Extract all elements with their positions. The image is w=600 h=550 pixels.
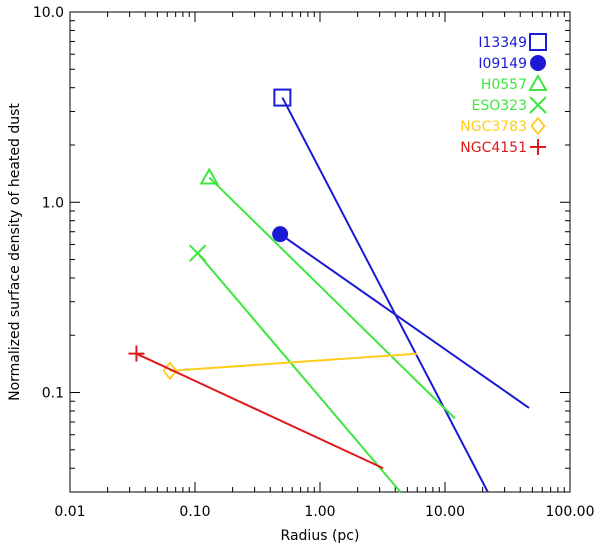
x-axis-label: Radius (pc) [281,528,360,544]
series-line-eso323 [196,252,402,493]
series-line-ngc3783 [169,352,418,372]
legend-label-ngc3783: NGC3783 [460,119,527,135]
x-tick-label: 1.00 [304,504,335,520]
legend-marker-ngc4151 [530,139,546,155]
legend-marker-eso323 [529,96,547,114]
series-line-i09149 [279,233,530,409]
series-line-ngc4151 [136,352,384,470]
y-axis-label: Normalized surface density of heated dus… [7,103,23,401]
x-tick-label: 0.01 [54,504,85,520]
series-marker-ngc4151 [128,345,145,362]
legend-label-ngc4151: NGC4151 [460,140,527,156]
series-line-h0557 [208,176,456,420]
tick-labels: 0.01 0.10 1.00 10.00 100.00 0.1 1.0 10.0 [33,5,595,520]
series-marker-i09149 [272,226,289,243]
series-marker-eso323 [188,244,207,262]
series-marker-i13349 [273,88,292,107]
legend-label-i09149: I09149 [478,56,527,72]
legend-marker-i09149 [530,55,546,71]
series-marker-h0557 [199,167,219,185]
y-tick-label: 10.0 [33,5,64,21]
legend-label-h0557: H0557 [481,77,527,93]
y-tick-label: 0.1 [42,386,64,402]
legend-label-i13349: I13349 [478,35,527,51]
series-group [128,88,530,493]
x-tick-label: 10.00 [425,504,465,520]
legend-label-eso323: ESO323 [472,98,527,114]
y-tick-label: 1.0 [42,195,64,211]
x-tick-label: 100.00 [546,504,595,520]
legend-marker-i13349 [529,33,547,51]
axis-ticks [69,12,570,493]
legend-marker-ngc3783 [530,116,546,136]
series-line-i13349 [281,97,489,493]
legend-marker-h0557 [528,73,548,91]
legend: I13349 I09149 H0557 ESO323 NGC3783 NGC4151 [460,33,548,156]
x-tick-label: 0.10 [179,504,210,520]
